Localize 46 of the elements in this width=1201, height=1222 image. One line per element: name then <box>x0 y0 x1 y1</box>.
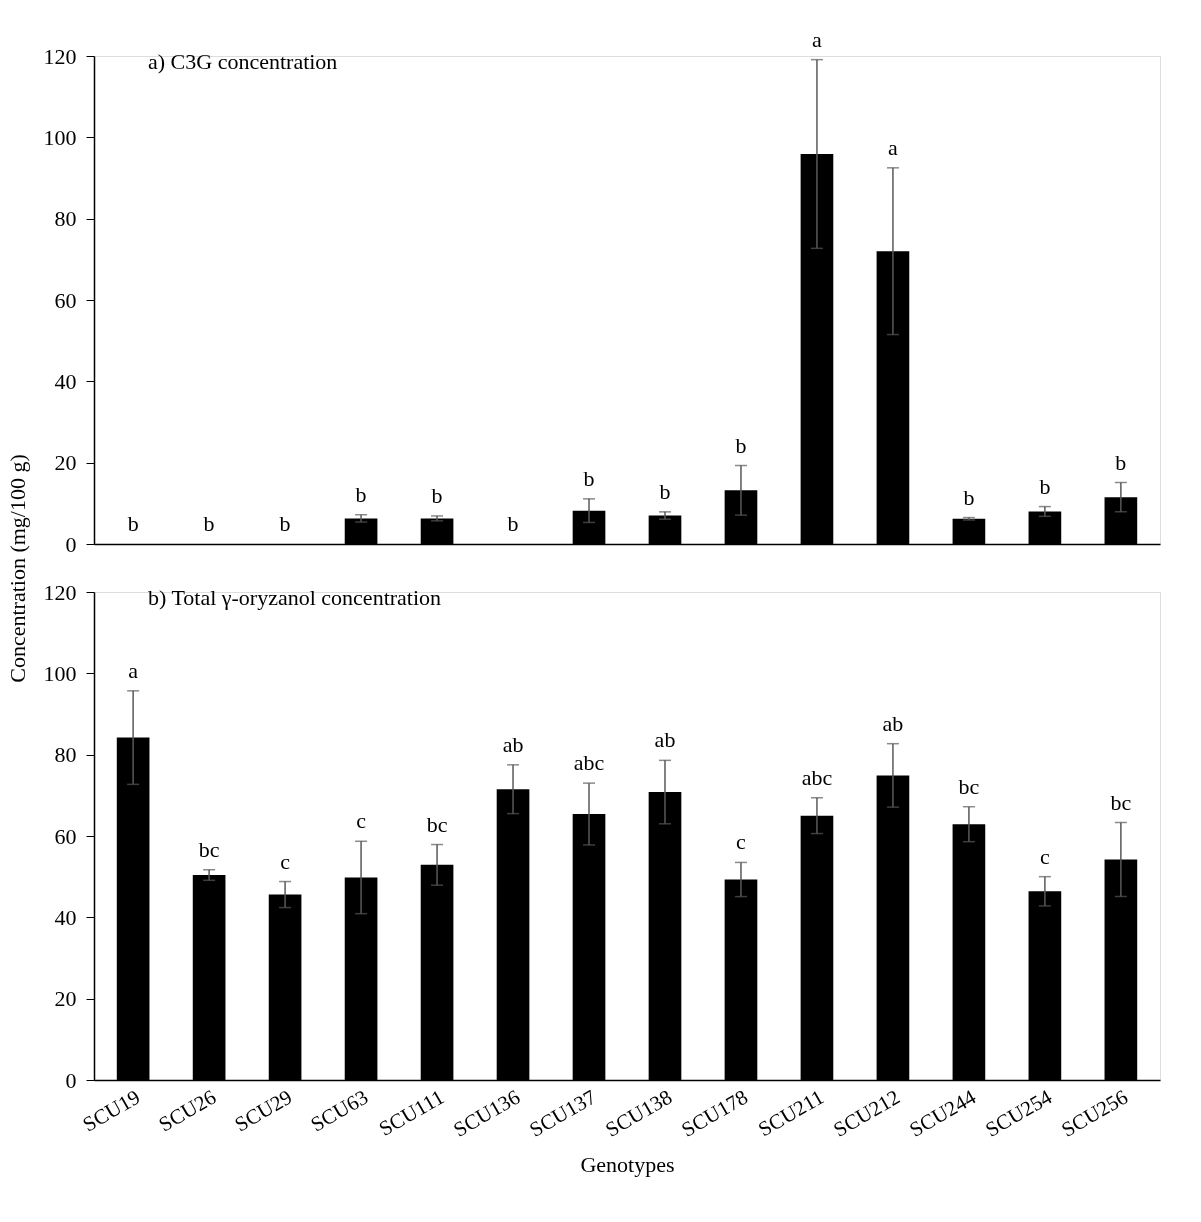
annotation: b <box>1115 449 1127 475</box>
annotation: bc <box>426 811 448 837</box>
y-tick-label: 20 <box>54 986 77 1012</box>
annotation: abc <box>801 764 833 790</box>
annotation: bc <box>198 836 220 862</box>
annotation: c <box>280 848 291 874</box>
annotation: ab <box>654 727 676 753</box>
annotation: b <box>1039 473 1051 499</box>
chart-title: a) C3G concentration <box>148 49 338 74</box>
annotation: b <box>203 511 215 536</box>
annotation: b <box>355 481 367 507</box>
annotation: abc <box>573 750 605 776</box>
annotation: b <box>279 511 291 536</box>
y-tick-label: 100 <box>43 660 77 686</box>
annotation: bc <box>958 773 980 799</box>
annotation: b <box>583 465 595 491</box>
y-tick-label: 100 <box>43 124 77 150</box>
annotation: c <box>356 808 367 834</box>
y-tick-label: 40 <box>54 368 77 394</box>
annotation: c <box>1040 843 1051 869</box>
y-tick-label: 0 <box>65 1067 77 1093</box>
y-tick-label: 80 <box>54 206 77 232</box>
annotation: a <box>888 134 899 160</box>
chart-title: b) Total γ-oryzanol concentration <box>148 585 442 610</box>
y-tick-label: 0 <box>65 531 77 557</box>
annotation: ab <box>502 731 524 757</box>
y-tick-label: 60 <box>54 823 77 849</box>
annotation: a <box>128 657 139 683</box>
annotation: a <box>812 26 823 52</box>
y-tick-label: 60 <box>54 287 77 313</box>
annotation: c <box>736 829 747 855</box>
annotation: b <box>659 478 671 504</box>
annotation: b <box>507 511 519 536</box>
y-tick-label: 80 <box>54 742 77 768</box>
x-axis-title: Genotypes <box>580 1151 675 1177</box>
y-axis-title: Concentration (mg/100 g) <box>4 454 30 683</box>
y-tick-label: 40 <box>54 904 77 930</box>
annotation: b <box>963 484 975 510</box>
y-tick-label: 120 <box>43 579 77 605</box>
annotation: b <box>735 432 747 458</box>
annotation: b <box>431 482 443 508</box>
annotation: bc <box>1110 789 1132 815</box>
y-tick-label: 20 <box>54 450 77 476</box>
annotation: b <box>127 511 139 536</box>
y-tick-label: 120 <box>43 43 77 69</box>
annotation: ab <box>882 710 904 736</box>
